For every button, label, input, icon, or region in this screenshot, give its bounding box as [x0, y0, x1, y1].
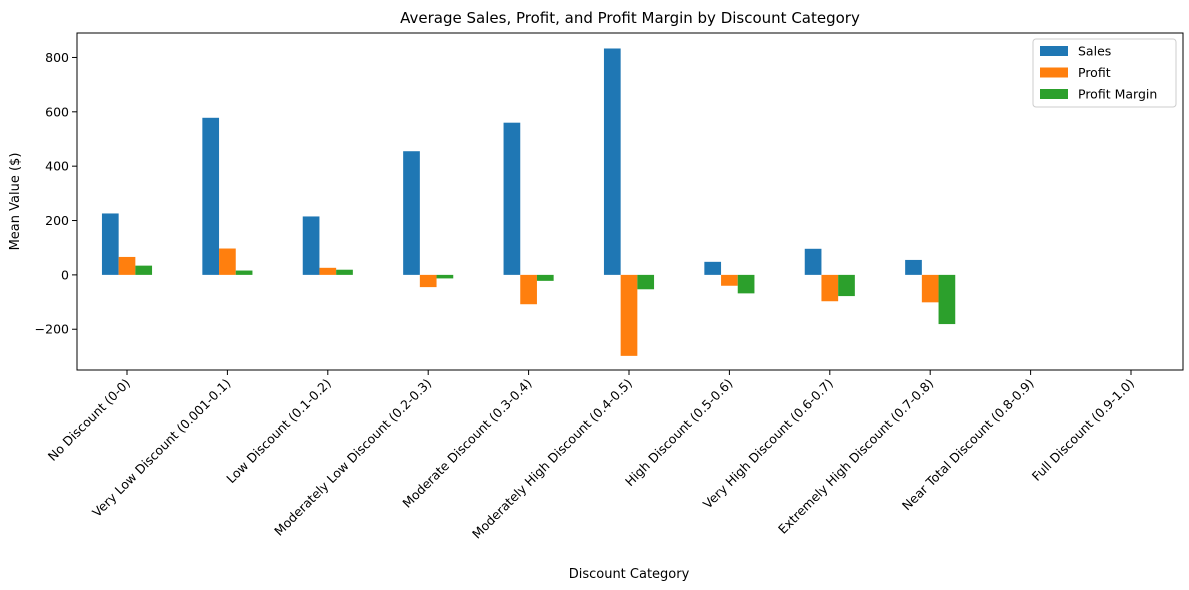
bar-profit-margin-8: [938, 274, 956, 325]
bar-profit-3: [419, 274, 437, 288]
y-tick-label: 600: [45, 104, 69, 119]
bar-profit-7: [821, 274, 839, 302]
x-tick-label: High Discount (0.5-0.6): [622, 376, 736, 490]
legend-box: [1032, 38, 1177, 108]
bar-profit-margin-1: [235, 270, 253, 275]
y-tick-label: 0: [61, 267, 69, 282]
bar-profit-8: [921, 274, 939, 303]
chart-title: Average Sales, Profit, and Profit Margin…: [400, 9, 860, 27]
x-tick-label: No Discount (0-0): [45, 376, 133, 464]
legend-swatch: [1040, 67, 1068, 78]
y-tick-label: 200: [45, 213, 69, 228]
bar-sales-3: [403, 151, 420, 275]
bar-sales-8: [905, 259, 922, 275]
legend-label: Sales: [1078, 44, 1111, 59]
x-tick-label: Extremely High Discount (0.7-0.8): [775, 376, 936, 537]
legend-swatch: [1040, 46, 1068, 56]
bars-layer: [101, 48, 956, 356]
bar-sales-6: [704, 261, 722, 275]
bar-sales-0: [101, 213, 119, 275]
bar-profit-margin-4: [536, 274, 554, 281]
legend: Sales Profit Profit Margin: [1032, 38, 1177, 108]
legend-swatch: [1040, 89, 1068, 99]
x-tick-label: Full Discount (0.9-1.0): [1029, 376, 1137, 484]
bar-profit-margin-7: [838, 274, 855, 297]
x-tick-label: Low Discount (0.1-0.2): [223, 376, 334, 487]
y-axis: −200 0 200 400 600 800: [35, 50, 77, 337]
bar-profit-5: [620, 274, 638, 356]
bar-sales-5: [603, 48, 621, 275]
legend-label: Profit: [1078, 65, 1111, 80]
bar-sales-2: [302, 216, 320, 275]
bar-profit-6: [721, 274, 738, 286]
y-axis-title: Mean Value ($): [8, 153, 23, 251]
y-tick-label: 400: [45, 159, 69, 174]
bar-profit-margin-3: [436, 274, 454, 279]
bar-profit-4: [520, 274, 537, 305]
bar-profit-2: [319, 267, 337, 275]
plot-frame: [76, 32, 1184, 371]
x-tick-label: Moderately High Discount (0.4-0.5): [469, 376, 635, 542]
y-tick-label: −200: [35, 322, 69, 337]
bar-sales-7: [804, 248, 822, 275]
legend-label: Profit Margin: [1078, 87, 1157, 102]
x-axis-title: Discount Category: [569, 567, 690, 582]
bar-sales-4: [503, 122, 521, 275]
bar-profit-1: [219, 248, 236, 275]
y-tick-label: 800: [45, 50, 69, 65]
bar-profit-0: [118, 256, 136, 275]
bar-profit-margin-2: [336, 269, 353, 275]
bar-profit-margin-0: [135, 265, 153, 275]
x-tick-label: Moderately Low Discount (0.2-0.3): [271, 376, 434, 539]
x-axis: No Discount (0-0)Very Low Discount (0.00…: [45, 370, 1137, 542]
bar-sales-1: [202, 117, 220, 275]
bar-profit-margin-5: [637, 274, 655, 290]
bar-profit-margin-6: [737, 274, 755, 294]
